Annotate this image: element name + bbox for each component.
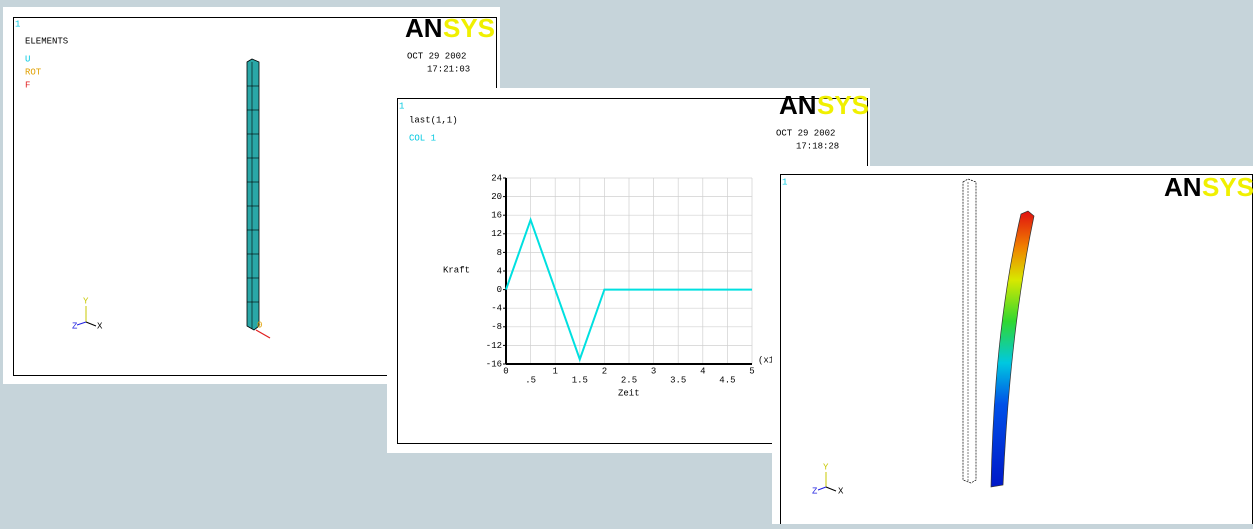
plot-title: last(1,1) xyxy=(409,115,458,125)
x-tick-label: 3.5 xyxy=(670,375,686,385)
y-tick-label: -12 xyxy=(486,341,502,351)
triad-z: Z xyxy=(812,486,818,496)
triad-z: Z xyxy=(72,321,78,331)
date: OCT 29 2002 xyxy=(776,128,835,138)
date: OCT 29 2002 xyxy=(407,51,466,61)
y-tick-label: 20 xyxy=(491,192,502,202)
legend-entry: ROT xyxy=(25,67,42,77)
screenshot: 1 ELEMENTS U ROT F AN SYS OCT 29 2002 17… xyxy=(0,0,1253,524)
y-tick-label: -4 xyxy=(491,304,502,314)
y-axis-label: Kraft xyxy=(443,265,470,275)
logo-an: AN xyxy=(1164,172,1202,202)
beam xyxy=(247,59,259,330)
y-tick-label: -8 xyxy=(491,322,502,332)
y-tick-label: 8 xyxy=(497,248,502,258)
legend-entry: U xyxy=(25,54,30,64)
window-number: 1 xyxy=(15,19,20,29)
x-tick-label: 2.5 xyxy=(621,375,637,385)
time: 17:21:03 xyxy=(427,64,470,74)
x-tick-label: 5 xyxy=(749,366,754,376)
logo-sys: SYS xyxy=(1202,172,1253,202)
window-number: 1 xyxy=(399,101,404,111)
y-tick-label: 4 xyxy=(497,266,502,276)
y-tick-label: 24 xyxy=(491,173,502,183)
x-tick-label: 3 xyxy=(651,366,656,376)
y-tick-label: -16 xyxy=(486,359,502,369)
x-tick-label: 4 xyxy=(700,366,705,376)
triad-x: X xyxy=(97,321,103,331)
x-tick-label: 1.5 xyxy=(572,375,588,385)
x-tick-label: 1 xyxy=(552,366,557,376)
x-unit-label: (x1 xyxy=(758,355,774,365)
x-tick-label: 0 xyxy=(503,366,508,376)
window-number: 1 xyxy=(782,177,787,187)
y-tick-label: 0 xyxy=(497,285,502,295)
x-tick-label: .5 xyxy=(525,375,536,385)
logo-sys: SYS xyxy=(443,13,495,43)
logo-sys: SYS xyxy=(817,90,869,120)
triad-y: Y xyxy=(83,296,89,306)
time: 17:18:28 xyxy=(796,141,839,151)
triad-x: X xyxy=(838,486,844,496)
window-deformed: 1 AN SYS Y Z X xyxy=(772,166,1253,524)
plot-title: ELEMENTS xyxy=(25,36,68,46)
logo-an: AN xyxy=(779,90,817,120)
y-tick-label: 12 xyxy=(491,229,502,239)
x-tick-label: 2 xyxy=(602,366,607,376)
logo-an: AN xyxy=(405,13,443,43)
y-tick-label: 16 xyxy=(491,211,502,221)
node-label: 0 xyxy=(257,320,262,330)
legend-entry: F xyxy=(25,80,30,90)
x-axis-label: Zeit xyxy=(618,388,640,398)
legend-entry: COL 1 xyxy=(409,133,436,143)
x-tick-label: 4.5 xyxy=(719,375,735,385)
triad-y: Y xyxy=(823,462,829,472)
